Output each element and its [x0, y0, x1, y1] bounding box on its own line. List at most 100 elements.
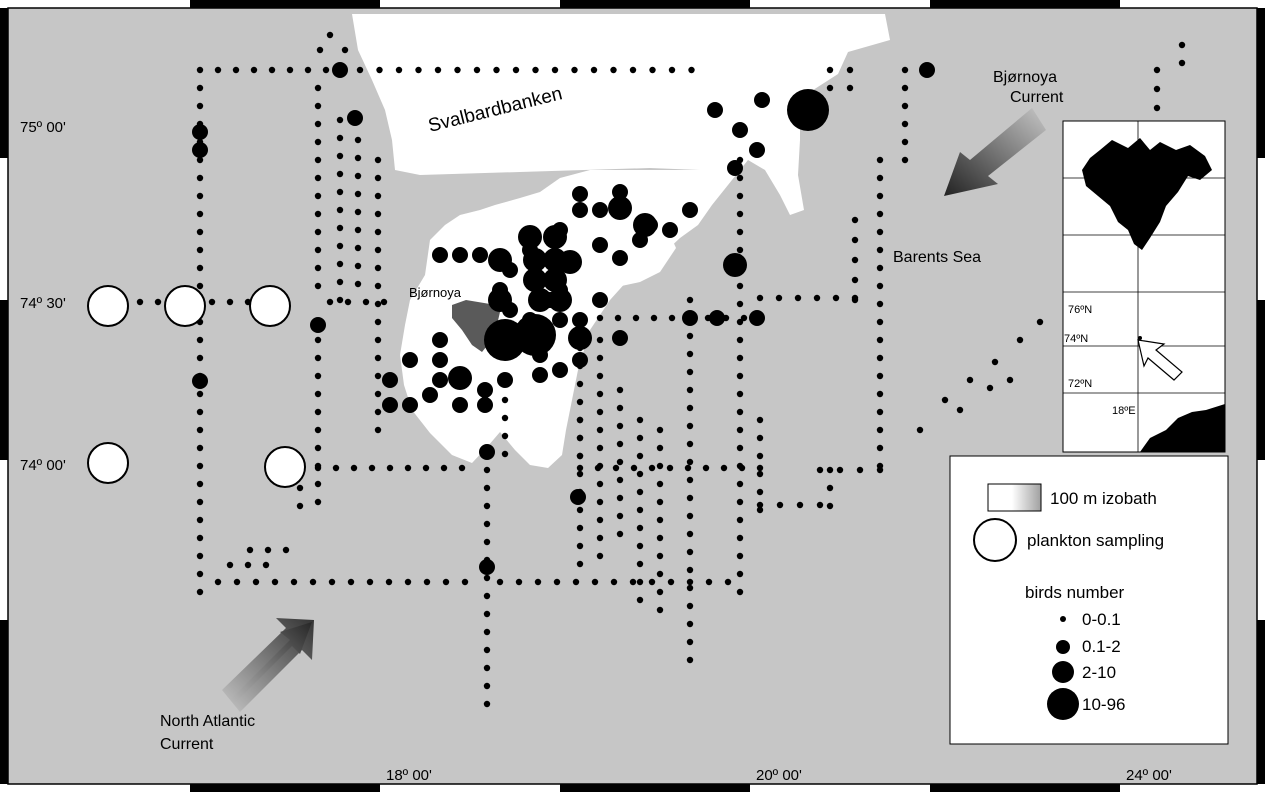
plankton-sampling-station [264, 446, 306, 488]
survey-station [876, 156, 884, 164]
survey-station [754, 92, 770, 108]
survey-station [832, 294, 840, 302]
survey-station [590, 66, 598, 74]
survey-station [686, 332, 694, 340]
survey-station [314, 174, 322, 182]
survey-station [576, 452, 584, 460]
survey-station [616, 404, 624, 412]
survey-station [196, 408, 204, 416]
survey-station [328, 578, 336, 586]
legend-izobath-label: 100 m izobath [1050, 489, 1157, 508]
survey-station [686, 656, 694, 664]
survey-station [501, 450, 509, 458]
survey-station [316, 46, 324, 54]
survey-station [552, 362, 568, 378]
survey-station [749, 142, 765, 158]
inset-norway-coast [1140, 404, 1225, 452]
legend-plankton-label: plankton sampling [1027, 531, 1164, 550]
survey-station [314, 372, 322, 380]
survey-station [196, 192, 204, 200]
survey-station [440, 464, 448, 472]
survey-station [656, 444, 664, 452]
plankton-sampling-station [164, 285, 206, 327]
survey-station [196, 552, 204, 560]
survey-station [518, 225, 542, 249]
survey-station [916, 426, 924, 434]
survey-station [523, 248, 547, 272]
survey-station [483, 574, 491, 582]
survey-station [686, 578, 694, 586]
survey-station [154, 298, 162, 306]
barents-sea-label: Barents Sea [893, 249, 981, 266]
survey-station [326, 298, 334, 306]
survey-station [336, 170, 344, 178]
survey-station [196, 390, 204, 398]
survey-station [568, 326, 592, 350]
survey-station [572, 202, 588, 218]
survey-station [497, 372, 513, 388]
survey-station [876, 390, 884, 398]
survey-station [432, 332, 448, 348]
survey-station [374, 336, 382, 344]
survey-station [776, 501, 784, 509]
survey-station [650, 314, 658, 322]
survey-station [356, 66, 364, 74]
survey-station [523, 268, 547, 292]
survey-station [596, 534, 604, 542]
legend-class-0-label: 0-0.1 [1082, 610, 1121, 629]
survey-station [336, 260, 344, 268]
survey-station [226, 298, 234, 306]
survey-station [196, 480, 204, 488]
survey-station [736, 588, 744, 596]
survey-station [686, 548, 694, 556]
survey-station [262, 561, 270, 569]
survey-station [736, 408, 744, 416]
survey-station [576, 560, 584, 568]
small-bank [588, 225, 676, 288]
survey-station [196, 210, 204, 218]
survey-station [314, 156, 322, 164]
survey-station [632, 314, 640, 322]
survey-station [310, 317, 326, 333]
survey-station [226, 561, 234, 569]
survey-station [374, 408, 382, 416]
survey-station [596, 480, 604, 488]
survey-station [483, 466, 491, 474]
survey-station [314, 498, 322, 506]
survey-station [374, 174, 382, 182]
survey-station [682, 202, 698, 218]
survey-station [514, 314, 556, 356]
survey-station [472, 247, 488, 263]
survey-station [322, 66, 330, 74]
survey-station [794, 294, 802, 302]
survey-station [707, 102, 723, 118]
plankton-sampling-station [87, 442, 129, 484]
survey-station [196, 588, 204, 596]
survey-station [636, 434, 644, 442]
inset-lat-74: 74ºN [1064, 333, 1088, 345]
survey-station [196, 462, 204, 470]
survey-station [336, 116, 344, 124]
survey-station [354, 262, 362, 270]
survey-station [686, 386, 694, 394]
survey-station [576, 416, 584, 424]
survey-station [720, 464, 728, 472]
survey-station [756, 464, 764, 472]
survey-station [686, 404, 694, 412]
survey-station [196, 246, 204, 254]
survey-station [208, 298, 216, 306]
survey-station [314, 444, 322, 452]
survey-station [296, 484, 304, 492]
survey-station [336, 134, 344, 142]
survey-station [736, 336, 744, 344]
survey-station [851, 256, 859, 264]
survey-station [314, 138, 322, 146]
survey-station [732, 122, 748, 138]
survey-station [991, 358, 999, 366]
survey-station [846, 84, 854, 92]
survey-station [656, 498, 664, 506]
survey-station [374, 192, 382, 200]
survey-station [196, 66, 204, 74]
survey-station [268, 66, 276, 74]
